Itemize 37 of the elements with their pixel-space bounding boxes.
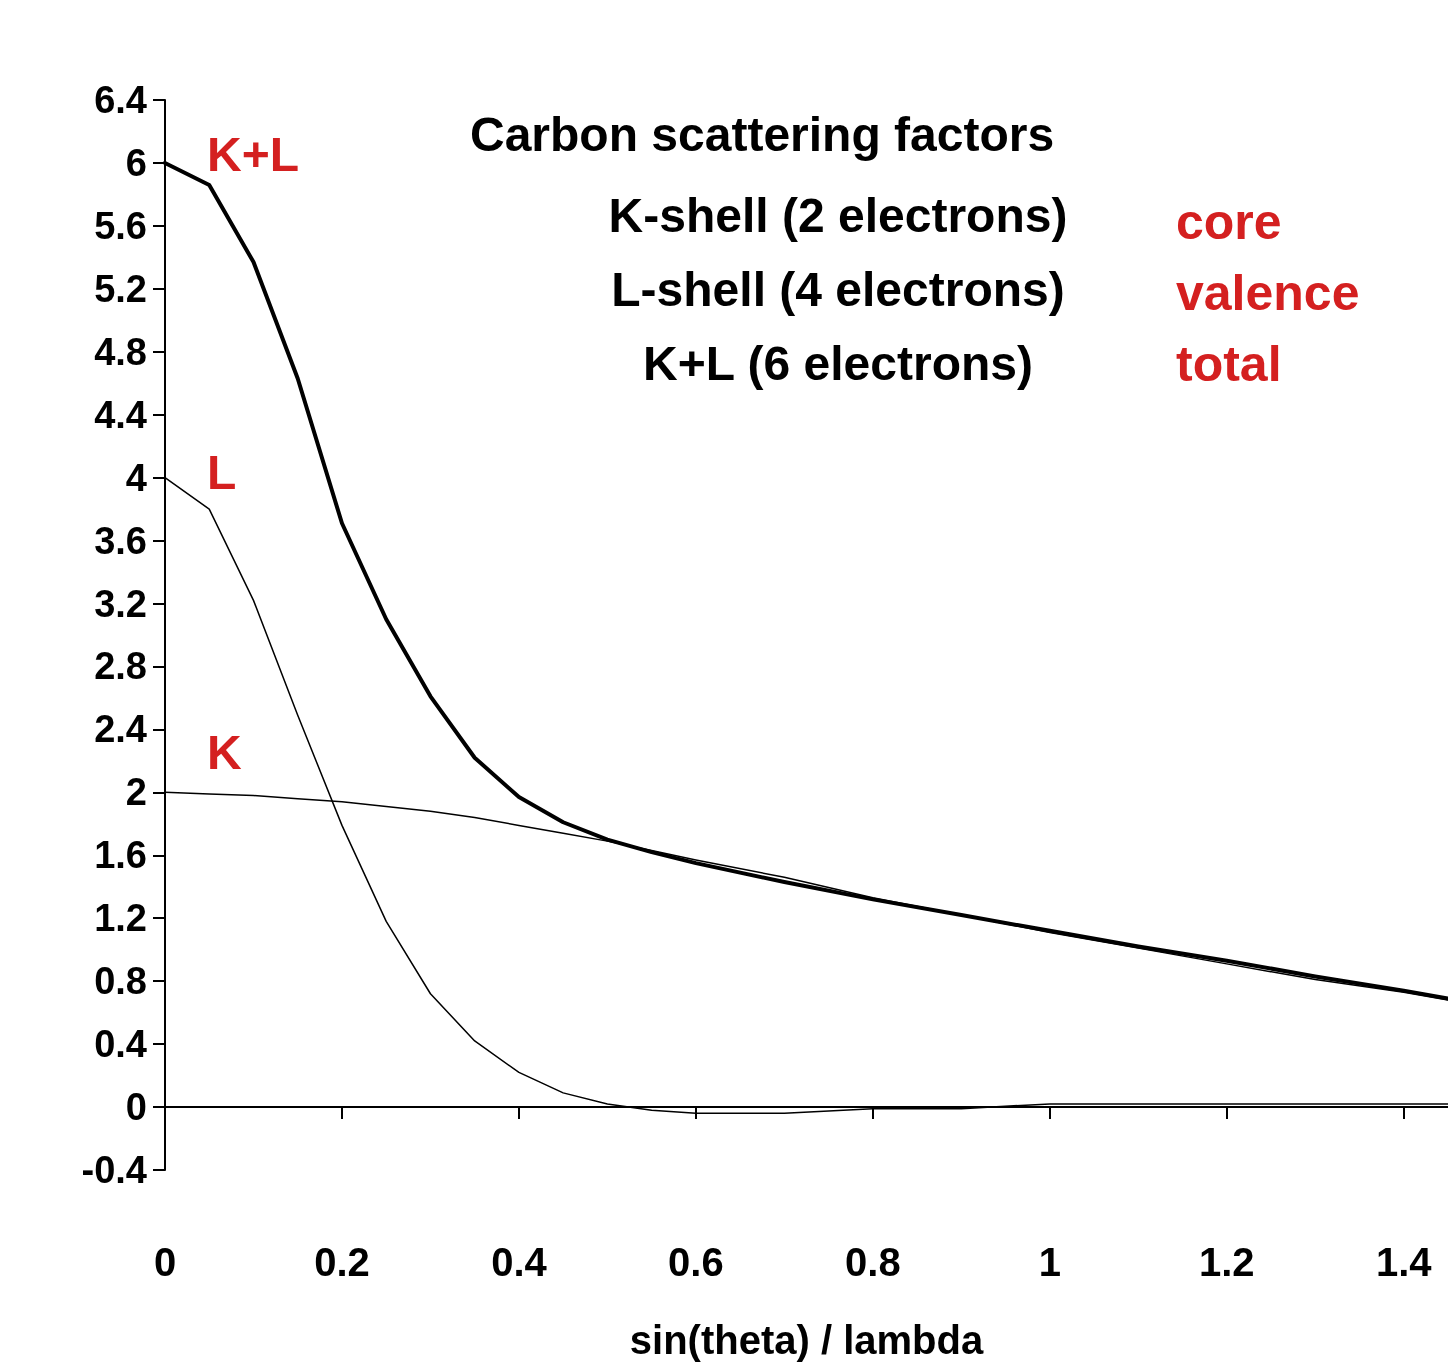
x-tick-label: 0.4 [491, 1240, 548, 1284]
x-tick-label: 1.2 [1198, 1240, 1255, 1284]
annotation: L-shell (4 electrons) [611, 262, 1065, 316]
y-tick-label: 6.4 [94, 79, 147, 121]
annotation: K-shell (2 electrons) [608, 188, 1068, 242]
y-tick-label: 3.6 [94, 519, 147, 562]
annotation: valence [1176, 265, 1360, 321]
x-tick-label: 0.6 [668, 1240, 724, 1284]
x-tick-label: 0.2 [314, 1240, 370, 1284]
x-tick-label: 1.4 [1375, 1240, 1433, 1284]
y-tick-label: 0 [125, 1086, 147, 1129]
y-tick-label: 5.2 [94, 267, 147, 310]
y-tick-label: 0.4 [94, 1023, 147, 1066]
series-label: L [207, 446, 237, 500]
y-tick-label: 4 [125, 456, 147, 499]
x-tick-label: 0 [153, 1240, 177, 1284]
x-tick-label: 1 [1038, 1240, 1061, 1284]
y-tick-label: 1.6 [94, 834, 147, 877]
y-tick-label: 1.2 [94, 897, 147, 940]
y-tick-label: 5.6 [94, 204, 147, 247]
annotation: K+L (6 electrons) [643, 336, 1033, 390]
y-tick-label: 4.4 [94, 393, 147, 436]
y-tick-label: 4.8 [94, 330, 147, 373]
chart-title: Carbon scattering factors [470, 107, 1055, 161]
y-tick-label: 6 [125, 141, 147, 184]
y-tick-label: 2.4 [94, 708, 147, 751]
series-label: K+L [207, 128, 300, 182]
annotation: total [1176, 336, 1282, 392]
series-label: K [207, 725, 242, 779]
y-tick-label: 0.8 [94, 960, 147, 1003]
x-tick-label: 0.8 [845, 1240, 901, 1284]
x-axis-title: sin(theta) / lambda [629, 1318, 984, 1362]
y-tick-label: 3.2 [94, 582, 147, 625]
y-tick-label: 2 [125, 771, 147, 814]
annotation: core [1176, 194, 1282, 250]
y-tick-label: 2.8 [94, 645, 147, 688]
y-tick-label: -0.4 [81, 1149, 147, 1191]
